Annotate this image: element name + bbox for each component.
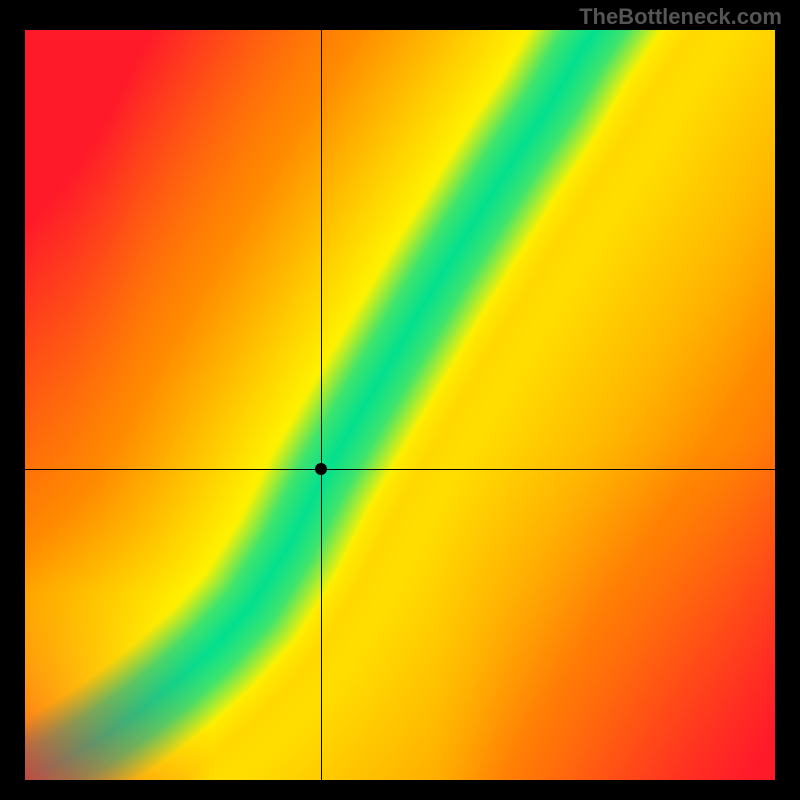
crosshair-vertical xyxy=(321,30,322,780)
heatmap-plot xyxy=(25,30,775,780)
attribution-text: TheBottleneck.com xyxy=(579,4,782,30)
chart-container: TheBottleneck.com xyxy=(0,0,800,800)
target-point xyxy=(315,463,327,475)
heatmap-canvas xyxy=(25,30,775,780)
crosshair-horizontal xyxy=(25,469,775,470)
